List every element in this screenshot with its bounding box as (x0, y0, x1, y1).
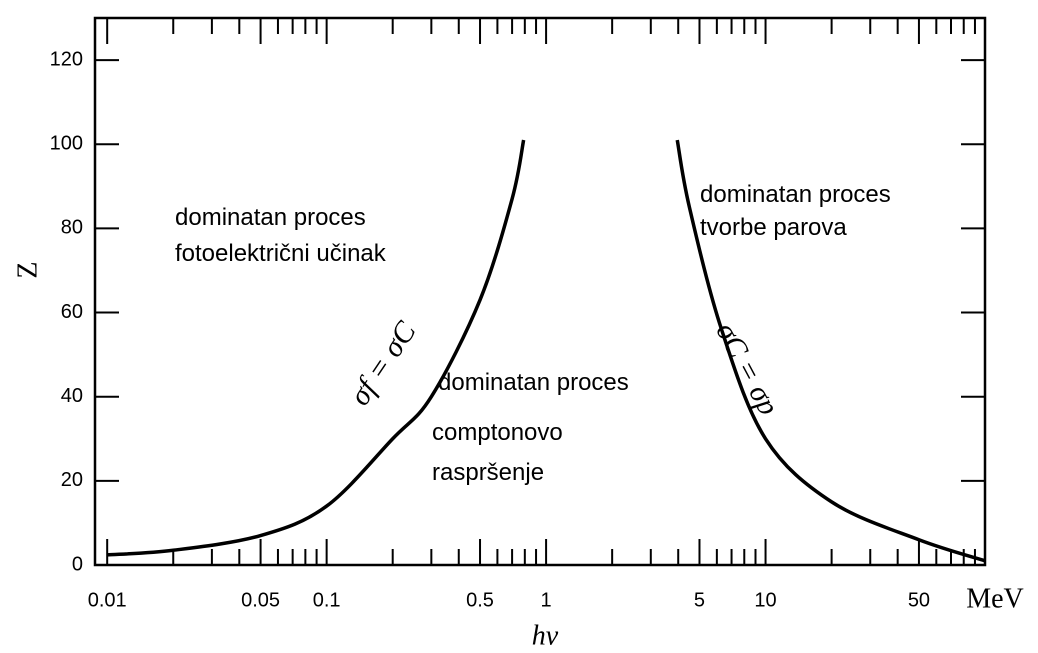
annotation: comptonovo (432, 419, 563, 446)
y-tick-label: 60 (61, 301, 83, 323)
annotation: dominatan proces (700, 181, 891, 208)
y-tick-label: 40 (61, 385, 83, 407)
y-tick-label: 80 (61, 217, 83, 239)
y-tick-label: 20 (61, 469, 83, 491)
annotation: dominatan proces (438, 369, 629, 396)
curve (107, 139, 526, 557)
x-tick-label: 0.5 (466, 589, 494, 611)
x-tick-label: 0.01 (88, 589, 127, 611)
x-tick-label: 5 (694, 589, 705, 611)
x-tick-label: 10 (754, 589, 776, 611)
x-unit-label: MeV (966, 583, 1024, 614)
annotation: dominatan proces (175, 204, 366, 231)
annotation: fotoelektrični učinak (175, 240, 387, 267)
x-axis-label: hν (532, 620, 559, 651)
annotation: raspršenje (432, 459, 544, 486)
annotation: tvorbe parova (700, 214, 847, 241)
x-tick-label: 0.1 (313, 589, 341, 611)
x-tick-label: 50 (908, 589, 930, 611)
y-axis-label: Z (12, 261, 43, 278)
y-tick-label: 0 (72, 553, 83, 575)
plot-frame (93, 16, 987, 567)
curve-label: σf = σC (343, 315, 423, 412)
x-tick-label: 1 (541, 589, 552, 611)
y-tick-label: 100 (50, 133, 83, 155)
curve (675, 139, 986, 563)
y-tick-label: 120 (50, 48, 83, 70)
x-tick-label: 0.05 (241, 589, 280, 611)
